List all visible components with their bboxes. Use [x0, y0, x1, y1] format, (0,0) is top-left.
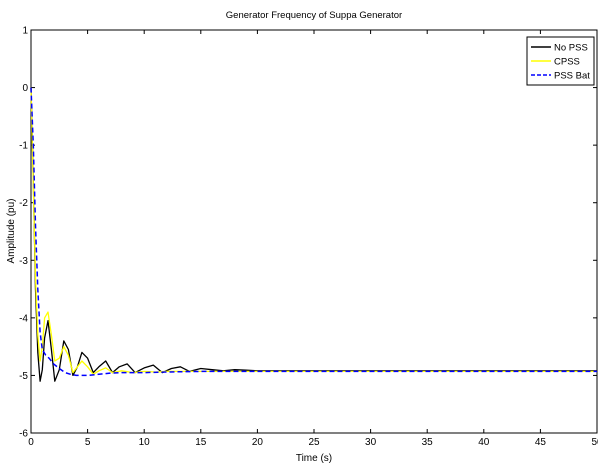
x-tick-label: 30 — [365, 437, 377, 448]
x-tick-label: 35 — [422, 437, 434, 448]
chart-title: Generator Frequency of Suppa Generator — [226, 10, 402, 21]
x-tick-label: 0 — [28, 437, 34, 448]
x-tick-label: 45 — [535, 437, 547, 448]
legend-label: No PSS — [554, 43, 588, 54]
y-tick-label: 1 — [22, 26, 28, 37]
series-line-pss-bat — [30, 87, 597, 377]
series-layer — [30, 87, 597, 382]
y-tick-label: -3 — [19, 256, 28, 267]
x-axis: 0 5 10 15 20 25 30 35 40 45 50 — [28, 30, 598, 448]
legend-label: CPSS — [554, 57, 580, 68]
x-tick-label: 50 — [591, 437, 598, 448]
x-axis-label: Time (s) — [296, 453, 332, 464]
x-tick-label: 20 — [252, 437, 264, 448]
y-tick-label: 0 — [22, 83, 28, 94]
y-tick-label: -5 — [19, 371, 28, 382]
y-axis-label: Amplitude (pu) — [6, 198, 17, 263]
x-tick-label: 25 — [308, 437, 320, 448]
x-tick-label: 5 — [85, 437, 91, 448]
y-tick-label: -4 — [19, 313, 28, 324]
y-tick-label: -2 — [19, 198, 28, 209]
legend-label: PSS Bat — [554, 71, 590, 82]
y-tick-label: -1 — [19, 141, 28, 152]
plot-area — [30, 29, 598, 434]
x-tick-label: 10 — [139, 437, 151, 448]
legend: No PSS CPSS PSS Bat — [526, 36, 595, 86]
y-tick-label: -6 — [19, 429, 28, 440]
x-tick-label: 15 — [195, 437, 207, 448]
x-tick-label: 40 — [478, 437, 490, 448]
